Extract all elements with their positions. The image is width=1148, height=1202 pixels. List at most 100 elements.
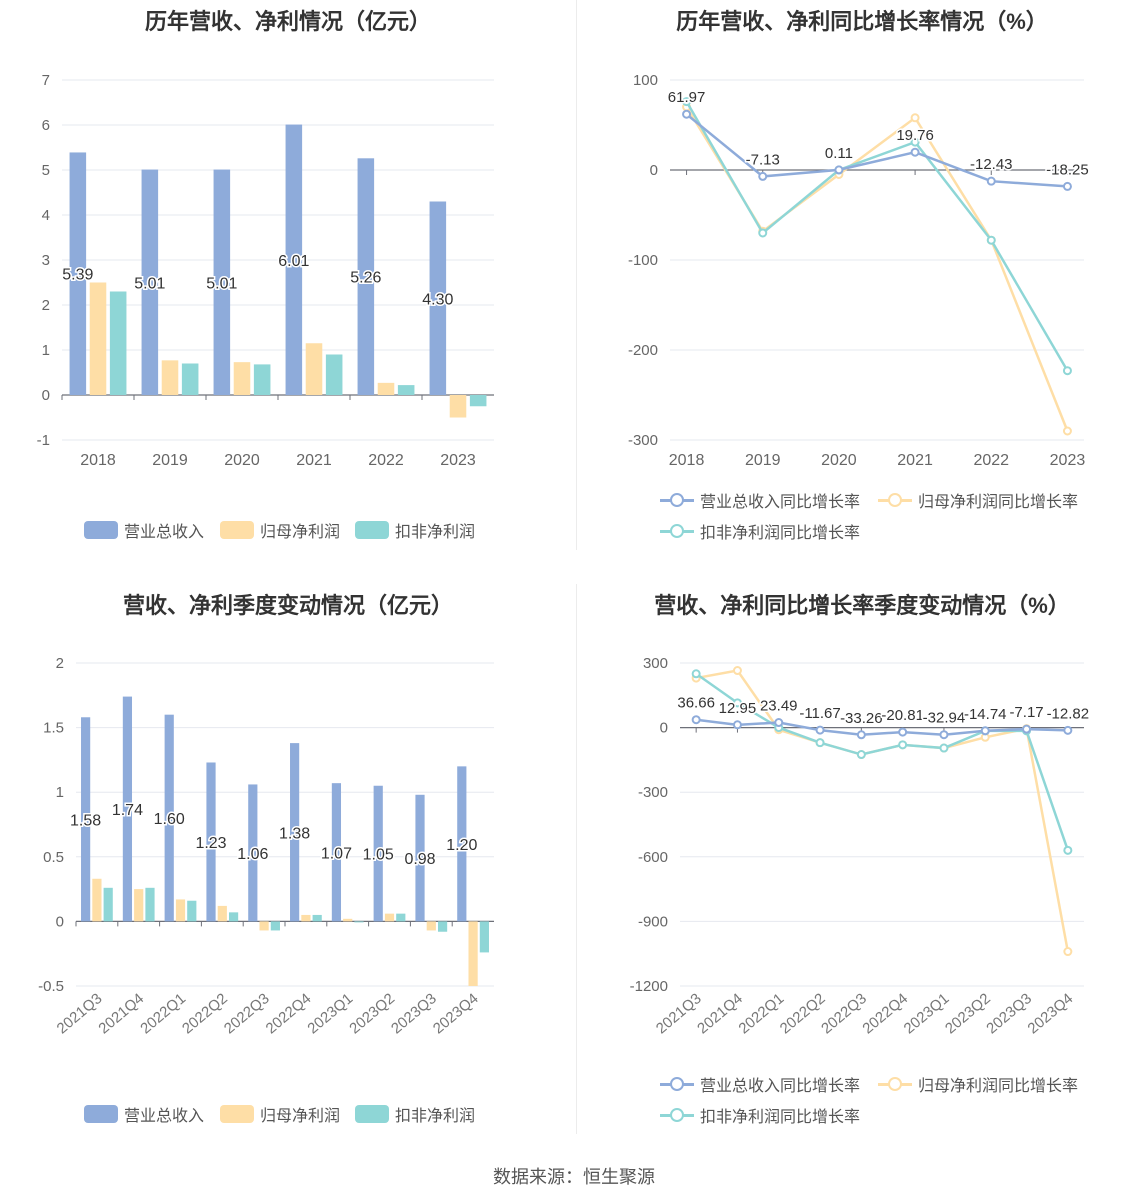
point-series-2: [691, 669, 701, 679]
data-label: 1.38: [279, 825, 310, 842]
data-label: 1.06: [237, 846, 268, 863]
bar-series-2: [312, 914, 322, 922]
bar-series-0: [331, 783, 342, 922]
legend-item[interactable]: 归母净利润: [220, 1102, 340, 1126]
data-label: 4.30: [422, 291, 453, 308]
data-label: 5.26: [350, 270, 381, 287]
x-tick-label: 2021Q4: [95, 990, 147, 1037]
legend-item[interactable]: 扣非净利润同比增长率: [660, 1103, 860, 1127]
legend-swatch: [660, 1106, 694, 1124]
bar-series-1: [92, 878, 102, 922]
x-tick-label: 2022Q1: [735, 990, 787, 1037]
legend-label: 归母净利润: [260, 524, 341, 541]
legend-item[interactable]: 归母净利润同比增长率: [878, 488, 1078, 512]
bar-series-0: [206, 762, 216, 922]
point-series-2: [910, 137, 920, 147]
point-series-2: [939, 743, 949, 753]
point-series-0: [986, 176, 996, 186]
point-series-0: [732, 720, 742, 730]
data-label: 12.95: [719, 700, 757, 717]
x-tick-label: 2023: [440, 452, 476, 469]
point-series-0: [834, 165, 844, 175]
legend-item[interactable]: 归母净利润: [220, 518, 340, 542]
y-tick-label: -1200: [630, 978, 668, 995]
x-tick-label: 2022: [368, 452, 404, 469]
x-tick-label: 2023Q2: [346, 990, 398, 1037]
y-tick-label: -300: [628, 432, 658, 449]
legend-item[interactable]: 营业总收入: [84, 1102, 204, 1126]
bar-series-0: [285, 124, 303, 396]
chart-title: 营收、净利季度变动情况（亿元）: [122, 593, 453, 618]
legend-swatch: [220, 521, 254, 539]
bar-series-1: [259, 921, 269, 931]
data-label: -7.13: [746, 151, 780, 168]
chart-plot: -1200-900-600-30003002021Q32021Q42022Q12…: [630, 655, 1091, 1037]
point-series-2: [732, 698, 742, 708]
x-tick-label: 2019: [152, 452, 188, 469]
legend-item[interactable]: 扣非净利润: [355, 518, 475, 542]
annual-growth-rate-chart: 历年营收、净利同比增长率情况（%） -300 -200 -100 0 100 2018 20…: [576, 0, 1148, 560]
bar-series-0: [122, 696, 133, 922]
x-tick-label: 2021Q3: [54, 990, 106, 1037]
legend-swatch: [660, 491, 694, 509]
x-tick-label: 2023Q1: [901, 990, 953, 1037]
bar-series-2: [145, 887, 155, 922]
data-label: 1.05: [363, 847, 394, 864]
point-series-2: [758, 228, 768, 238]
x-tick-label: 2023Q3: [388, 990, 440, 1037]
x-tick-label: 2022Q3: [818, 990, 870, 1037]
point-series-2: [682, 97, 692, 107]
data-label: 1.74: [112, 802, 143, 819]
x-tick-label: 2018: [669, 452, 705, 469]
chart-title: 营收、净利同比增长率季度变动情况（%）: [654, 593, 1070, 618]
bar-series-2: [437, 921, 448, 932]
bar-series-1: [175, 899, 186, 922]
data-label: -11.67: [799, 705, 840, 722]
point-series-2: [1063, 845, 1073, 855]
legend-item[interactable]: 扣非净利润: [355, 1102, 475, 1126]
y-tick-label: 4: [42, 207, 50, 224]
legend-item[interactable]: 归母净利润同比增长率: [878, 1072, 1078, 1096]
legend-item[interactable]: 营业总收入同比增长率: [660, 488, 860, 512]
bar-series-1: [343, 918, 353, 922]
legend-item[interactable]: 营业总收入: [84, 518, 204, 542]
point-series-0: [1062, 181, 1072, 191]
point-series-2: [898, 740, 908, 750]
y-tick-label: 0: [42, 387, 50, 404]
x-tick-label: 2018: [80, 452, 116, 469]
bar-series-0: [248, 784, 258, 922]
legend-item[interactable]: 营业总收入同比增长率: [660, 1072, 860, 1096]
line-series-0: [685, 113, 1068, 188]
point-series-0: [910, 147, 920, 157]
data-label: -12.82: [1047, 705, 1090, 722]
x-tick-label: 2022Q3: [221, 990, 273, 1037]
bar-series-1: [449, 395, 467, 418]
y-tick-label: -900: [638, 913, 668, 930]
legend-swatch: [355, 521, 389, 539]
bar-series-2: [479, 921, 489, 953]
point-series-0: [682, 109, 692, 119]
y-tick-label: 0: [660, 720, 668, 737]
point-series-0: [856, 730, 866, 740]
point-series-0: [758, 171, 768, 181]
x-tick-label: 2022Q2: [179, 990, 231, 1037]
bar-series-2: [397, 385, 415, 395]
legend-label: 营业总收入同比增长率: [700, 1078, 861, 1095]
x-tick-label: 2022Q4: [859, 990, 911, 1037]
bar-series-2: [325, 354, 343, 395]
data-label: 19.76: [896, 127, 934, 144]
legend-label: 归母净利润同比增长率: [918, 1078, 1079, 1095]
x-tick-label: 2023: [1050, 452, 1086, 469]
data-label: 36.66: [677, 695, 715, 712]
bar-series-2: [103, 887, 113, 922]
chart-plot: -0.500.511.522021Q32021Q42022Q12022Q2202…: [38, 655, 494, 1037]
data-label: 1.23: [195, 835, 226, 852]
x-tick-label: 2023Q1: [304, 990, 356, 1037]
bar-series-0: [213, 169, 231, 395]
point-series-1: [732, 666, 742, 676]
bar-series-2: [187, 900, 197, 922]
y-tick-label: -200: [628, 342, 658, 359]
bar-series-1: [384, 913, 395, 922]
legend-item[interactable]: 扣非净利润同比增长率: [660, 519, 860, 543]
x-tick-label: 2022Q1: [137, 990, 189, 1037]
